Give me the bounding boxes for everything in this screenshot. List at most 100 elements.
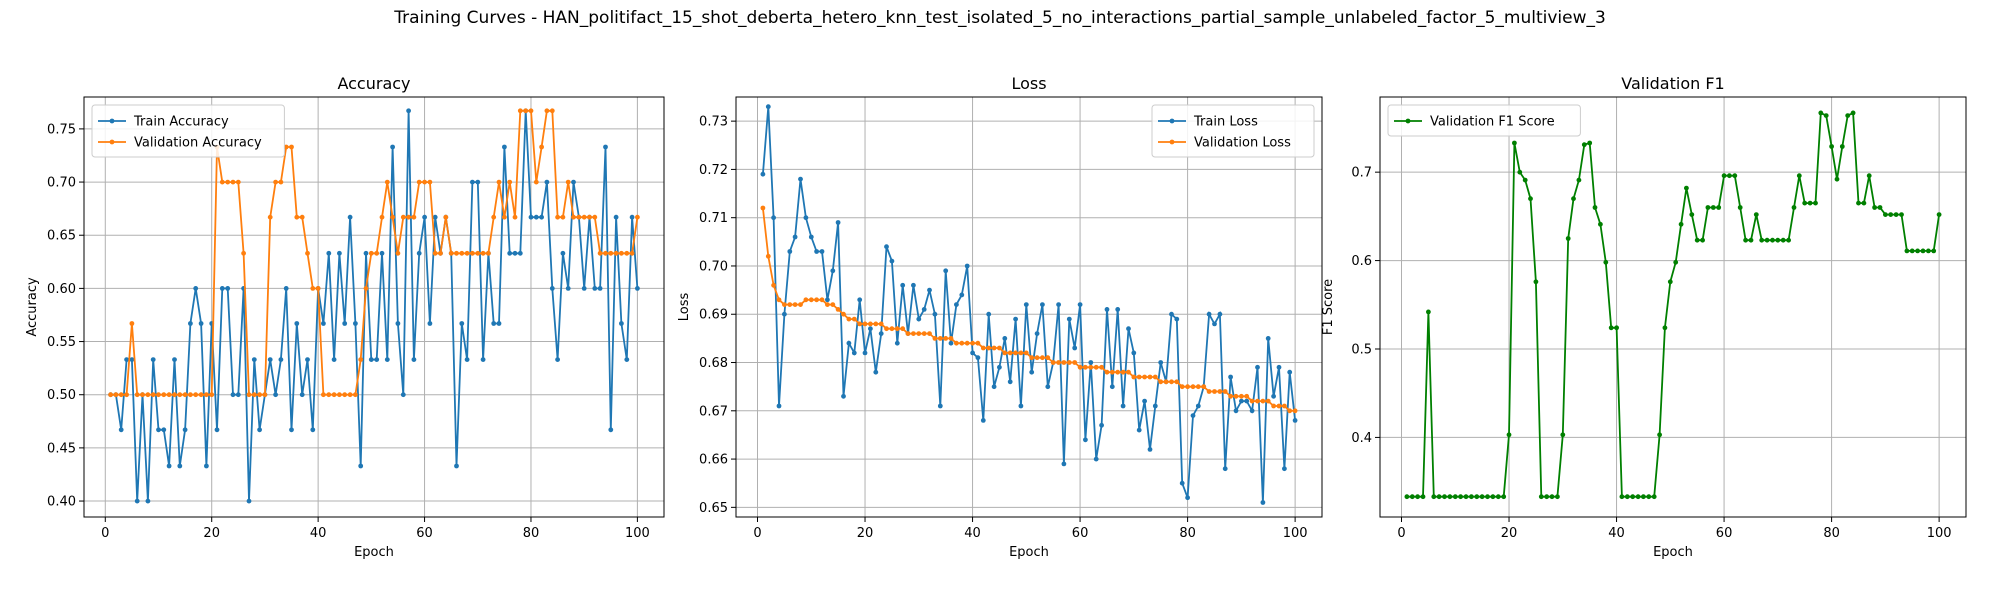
data-point <box>496 321 502 326</box>
data-point <box>782 311 787 317</box>
data-point <box>310 286 316 291</box>
data-point <box>544 179 550 185</box>
data-point <box>619 321 624 326</box>
legend: Validation F1 Score <box>1387 104 1581 137</box>
data-point <box>851 316 857 322</box>
data-point <box>1029 369 1035 375</box>
x-tick-label: 20 <box>203 526 220 541</box>
y-tick-label: 0.72 <box>699 163 728 178</box>
data-point <box>502 144 507 150</box>
data-point <box>406 214 411 220</box>
data-point <box>347 214 353 220</box>
data-point <box>1936 212 1942 218</box>
data-point <box>900 326 906 332</box>
data-point <box>464 357 470 362</box>
y-tick-label: 0.50 <box>47 388 76 403</box>
data-point <box>571 214 576 220</box>
data-point <box>358 357 364 362</box>
data-point <box>1780 237 1786 243</box>
data-point <box>905 331 911 336</box>
data-point <box>597 250 603 256</box>
y-tick-label: 0.75 <box>47 122 76 137</box>
data-point <box>835 220 841 225</box>
data-point <box>1265 398 1271 404</box>
data-point <box>400 392 406 398</box>
data-point <box>1581 142 1587 148</box>
data-point <box>964 263 970 269</box>
data-point <box>166 392 172 398</box>
y-tick-label: 0.40 <box>47 495 76 510</box>
data-point <box>507 179 513 185</box>
data-point <box>1045 384 1051 390</box>
data-point <box>1678 221 1684 227</box>
x-axis-label: Epoch <box>1009 545 1049 560</box>
data-point <box>1866 173 1872 179</box>
data-point <box>1555 494 1560 500</box>
data-point <box>1120 369 1126 375</box>
data-point <box>1147 374 1153 380</box>
y-tick-label: 0.67 <box>699 404 728 419</box>
data-point <box>1061 360 1067 365</box>
data-point <box>1136 427 1142 433</box>
data-point <box>230 392 236 398</box>
data-point <box>331 357 337 362</box>
data-point <box>624 250 630 256</box>
data-point <box>1920 248 1926 254</box>
data-point <box>943 336 949 341</box>
data-point <box>1651 494 1657 500</box>
data-point <box>841 393 846 399</box>
data-point <box>395 250 401 256</box>
y-tick-label: 0.69 <box>699 308 728 323</box>
data-point <box>975 340 981 346</box>
data-point <box>1099 422 1104 428</box>
data-point <box>1861 200 1867 206</box>
data-point <box>1732 173 1738 179</box>
data-point <box>1077 364 1083 370</box>
data-point <box>166 463 172 469</box>
data-point <box>1093 364 1099 370</box>
data-point <box>1608 325 1614 331</box>
data-point <box>900 282 906 288</box>
data-point <box>889 326 895 332</box>
data-point <box>608 250 614 256</box>
data-point <box>937 336 943 341</box>
data-point <box>581 286 587 291</box>
data-point <box>635 286 640 291</box>
data-point <box>1120 403 1126 409</box>
data-point <box>1152 374 1158 380</box>
x-tick-label: 20 <box>1501 526 1518 541</box>
data-point <box>555 357 560 362</box>
data-point <box>1856 200 1861 206</box>
data-point <box>1775 237 1781 243</box>
data-point <box>496 179 502 185</box>
data-point <box>808 234 814 240</box>
data-point <box>145 392 151 398</box>
data-point <box>1023 350 1029 356</box>
x-tick-label: 20 <box>857 526 874 541</box>
data-point <box>916 316 922 322</box>
data-point <box>161 392 167 398</box>
data-point <box>776 403 782 409</box>
data-point <box>1217 311 1223 317</box>
data-point <box>1249 408 1255 414</box>
data-point <box>1759 237 1765 243</box>
data-point <box>1174 379 1180 385</box>
y-tick-label: 0.4 <box>1351 431 1372 446</box>
data-point <box>1431 494 1437 500</box>
data-point <box>1560 432 1566 438</box>
data-point <box>1802 200 1808 206</box>
y-tick-label: 0.55 <box>47 335 76 350</box>
data-point <box>959 340 965 346</box>
data-point <box>1061 461 1067 467</box>
data-point <box>395 321 401 326</box>
x-tick-label: 100 <box>1927 526 1952 541</box>
data-point <box>1083 437 1088 443</box>
data-point <box>1458 494 1463 500</box>
data-point <box>1244 393 1250 399</box>
data-point <box>576 214 582 220</box>
data-point <box>124 392 129 398</box>
data-point <box>182 392 188 398</box>
data-point <box>1689 212 1695 218</box>
data-point <box>464 250 470 256</box>
data-point <box>1598 221 1603 227</box>
